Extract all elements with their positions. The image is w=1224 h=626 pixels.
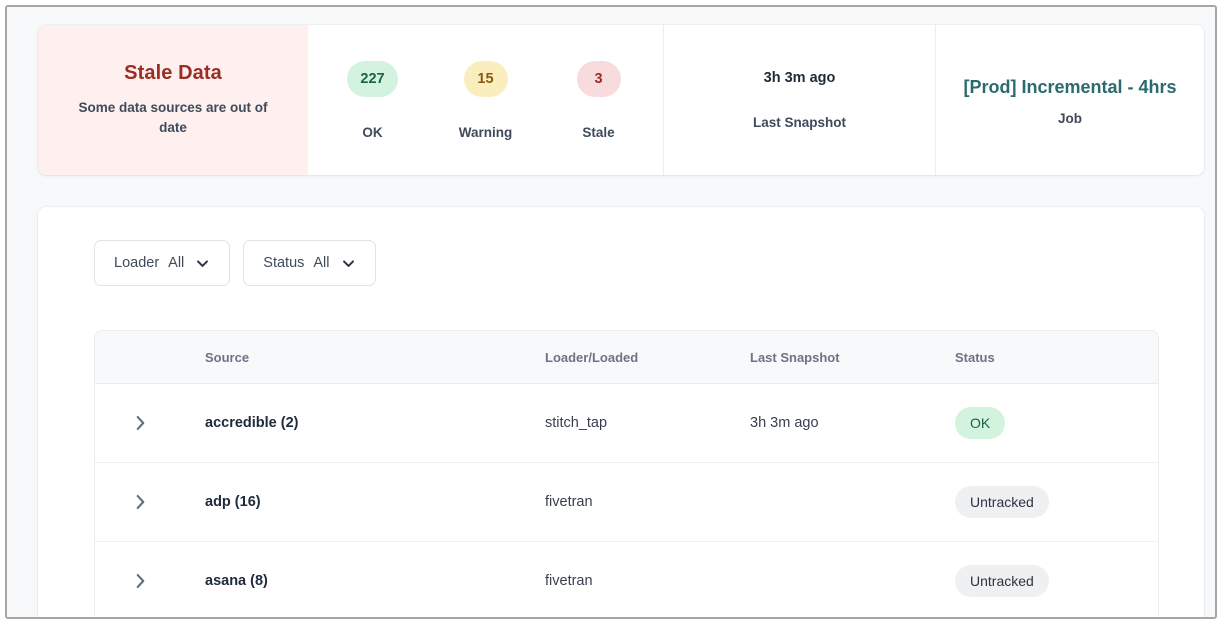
status-title: Stale Data xyxy=(124,62,222,85)
loader-filter-value: All xyxy=(168,255,185,271)
table-cell-snapshot: 3h 3m ago xyxy=(750,415,819,431)
table-cell-expand xyxy=(95,491,205,513)
count-label-warning: Warning xyxy=(458,124,513,140)
chevron-down-icon xyxy=(341,256,356,271)
table-cell-expand xyxy=(95,412,205,434)
chevron-right-icon[interactable] xyxy=(132,491,149,513)
table-cell-loader: fivetran xyxy=(545,494,593,510)
job-label: Job xyxy=(1057,111,1082,126)
chevron-right-icon[interactable] xyxy=(132,412,149,434)
count-cell-warning[interactable]: 15 Warning xyxy=(431,60,541,140)
status-badge: Untracked xyxy=(955,565,1049,597)
table-row[interactable]: asana (8) fivetran Untracked xyxy=(95,542,1158,617)
count-label-ok: OK xyxy=(362,124,383,140)
chevron-right-icon[interactable] xyxy=(132,570,149,592)
table-row[interactable]: adp (16) fivetran Untracked xyxy=(95,463,1158,542)
count-badge-warning: 15 xyxy=(463,60,508,97)
status-subtitle: Some data sources are out of date xyxy=(78,100,268,135)
table-header-status: Status xyxy=(955,349,995,365)
table-cell-status: Untracked xyxy=(955,486,1158,518)
table-cell-loader: stitch_tap xyxy=(545,415,608,431)
chevron-down-icon xyxy=(195,256,210,271)
page-root: Stale Data Some data sources are out of … xyxy=(7,7,1215,617)
status-filter-dropdown[interactable]: Status All xyxy=(243,240,376,286)
source-name: asana (8) xyxy=(205,573,268,589)
summary-card: Stale Data Some data sources are out of … xyxy=(38,25,1204,175)
table-header-snapshot: Last Snapshot xyxy=(750,349,840,365)
table-cell-status: OK xyxy=(955,407,1158,439)
last-snapshot-value: 3h 3m ago xyxy=(763,70,836,86)
count-label-stale: Stale xyxy=(582,124,615,140)
status-filter-label: Status xyxy=(263,255,305,271)
status-badge: Untracked xyxy=(955,486,1049,518)
sources-table: Source Loader/Loaded Last Snapshot Statu… xyxy=(94,330,1159,617)
last-snapshot-panel: 3h 3m ago Last Snapshot xyxy=(664,25,936,175)
filter-bar: Loader All Status All xyxy=(94,240,376,286)
table-header-row: Source Loader/Loaded Last Snapshot Statu… xyxy=(95,331,1158,384)
status-counts-panel: 227 OK 15 Warning 3 Stale xyxy=(308,25,664,175)
table-cell-loader: fivetran xyxy=(545,573,593,589)
count-badge-stale: 3 xyxy=(576,60,621,97)
table-row[interactable]: accredible (2) stitch_tap 3h 3m ago OK xyxy=(95,384,1158,463)
table-header-source: Source xyxy=(205,349,250,365)
stale-data-status-panel: Stale Data Some data sources are out of … xyxy=(38,25,308,175)
last-snapshot-label: Last Snapshot xyxy=(752,115,846,130)
status-filter-value: All xyxy=(313,255,330,271)
job-panel: [Prod] Incremental - 4hrs Job xyxy=(936,25,1204,175)
table-cell-source: accredible (2) xyxy=(205,414,545,432)
source-name: adp (16) xyxy=(205,494,261,510)
table-cell-source: asana (8) xyxy=(205,572,545,590)
loader-filter-label: Loader xyxy=(114,255,160,271)
loader-filter-dropdown[interactable]: Loader All xyxy=(94,240,231,286)
source-name: accredible (2) xyxy=(205,415,299,431)
table-cell-expand xyxy=(95,570,205,592)
table-header-loader: Loader/Loaded xyxy=(545,349,639,365)
count-cell-ok[interactable]: 227 OK xyxy=(318,60,428,140)
job-name-link[interactable]: [Prod] Incremental - 4hrs xyxy=(963,77,1177,97)
sources-panel: Loader All Status All xyxy=(38,207,1204,617)
count-badge-ok: 227 xyxy=(347,60,398,97)
count-cell-stale[interactable]: 3 Stale xyxy=(544,60,654,140)
browser-viewport: Stale Data Some data sources are out of … xyxy=(5,5,1217,619)
table-cell-status: Untracked xyxy=(955,565,1158,597)
table-cell-source: adp (16) xyxy=(205,493,545,511)
status-badge: OK xyxy=(955,407,1006,439)
